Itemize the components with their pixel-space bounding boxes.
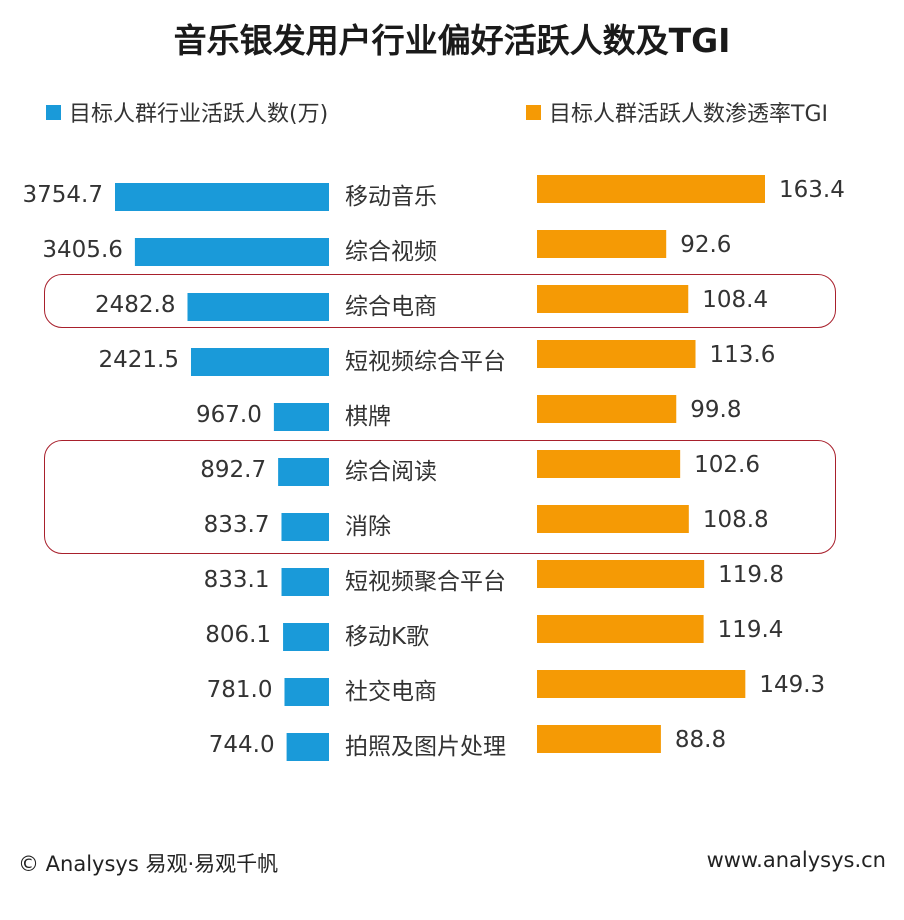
- bar-tgi: [537, 450, 681, 478]
- data-label-tgi: 99.8: [690, 397, 741, 423]
- data-label-active-users: 3754.7: [23, 182, 103, 208]
- bar-active-users: [281, 513, 329, 541]
- highlight-box-ecommerce: [44, 274, 836, 328]
- data-label-tgi: 119.8: [718, 562, 784, 588]
- category-label: 移动K歌: [345, 624, 429, 650]
- bar-active-users: [134, 238, 329, 266]
- bar-tgi: [537, 175, 765, 203]
- data-label-tgi: 108.4: [702, 287, 768, 313]
- bar-tgi: [537, 395, 677, 423]
- category-label: 综合电商: [345, 294, 437, 320]
- bar-active-users: [278, 458, 329, 486]
- category-label: 综合阅读: [345, 459, 437, 485]
- bar-tgi: [537, 725, 661, 753]
- data-label-active-users: 2421.5: [99, 347, 179, 373]
- data-label-active-users: 806.1: [205, 622, 271, 648]
- legend-item-active-users: 目标人群行业活跃人数(万): [46, 96, 328, 128]
- legend-item-tgi: 目标人群活跃人数渗透率TGI: [526, 96, 828, 128]
- category-label: 消除: [345, 514, 391, 540]
- category-label: 棋牌: [345, 404, 391, 430]
- category-label: 综合视频: [345, 239, 437, 265]
- category-label: 拍照及图片处理: [345, 734, 506, 760]
- data-label-tgi: 149.3: [759, 672, 825, 698]
- data-label-active-users: 967.0: [196, 402, 262, 428]
- bar-tgi: [537, 615, 704, 643]
- bar-tgi: [537, 230, 667, 258]
- category-label: 移动音乐: [345, 184, 437, 210]
- bar-tgi: [537, 670, 746, 698]
- data-label-active-users: 781.0: [207, 677, 273, 703]
- data-label-tgi: 88.8: [675, 727, 726, 753]
- bar-active-users: [284, 678, 329, 706]
- bar-active-users: [286, 733, 329, 761]
- chart-title: 音乐银发用户行业偏好活跃人数及TGI: [173, 21, 731, 60]
- category-label: 短视频聚合平台: [345, 569, 506, 595]
- bar-active-users: [115, 183, 329, 211]
- bar-active-users: [283, 623, 329, 651]
- data-label-tgi: 92.6: [680, 232, 731, 258]
- data-label-active-users: 892.7: [200, 457, 266, 483]
- data-label-active-users: 2482.8: [95, 292, 175, 318]
- legend-label-active-users: 目标人群行业活跃人数(万): [69, 102, 329, 127]
- bar-tgi: [537, 340, 696, 368]
- bar-active-users: [190, 348, 329, 376]
- data-label-active-users: 744.0: [209, 732, 275, 758]
- bar-active-users: [187, 293, 329, 321]
- data-label-active-users: 833.7: [204, 512, 270, 538]
- legend-swatch-orange: [526, 104, 541, 120]
- data-label-tgi: 163.4: [779, 177, 845, 203]
- category-label: 短视频综合平台: [345, 349, 506, 375]
- legend-label-tgi: 目标人群活跃人数渗透率TGI: [549, 102, 828, 127]
- data-label-tgi: 119.4: [718, 617, 784, 643]
- highlight-box-reading-elimination: [44, 440, 836, 554]
- data-label-tgi: 102.6: [694, 452, 760, 478]
- data-label-active-users: 3405.6: [42, 237, 122, 263]
- bar-tgi: [537, 285, 689, 313]
- legend-swatch-blue: [46, 104, 61, 120]
- data-label-tgi: 113.6: [710, 342, 776, 368]
- bar-active-users: [273, 403, 329, 431]
- footer-website: www.analysys.cn: [706, 848, 886, 872]
- bar-tgi: [537, 560, 705, 588]
- bar-tgi: [537, 505, 689, 533]
- category-label: 社交电商: [345, 679, 437, 705]
- data-label-tgi: 108.8: [703, 507, 769, 533]
- data-label-active-users: 833.1: [204, 567, 270, 593]
- bar-active-users: [281, 568, 329, 596]
- footer-copyright: © Analysys 易观·易观千帆: [18, 852, 279, 876]
